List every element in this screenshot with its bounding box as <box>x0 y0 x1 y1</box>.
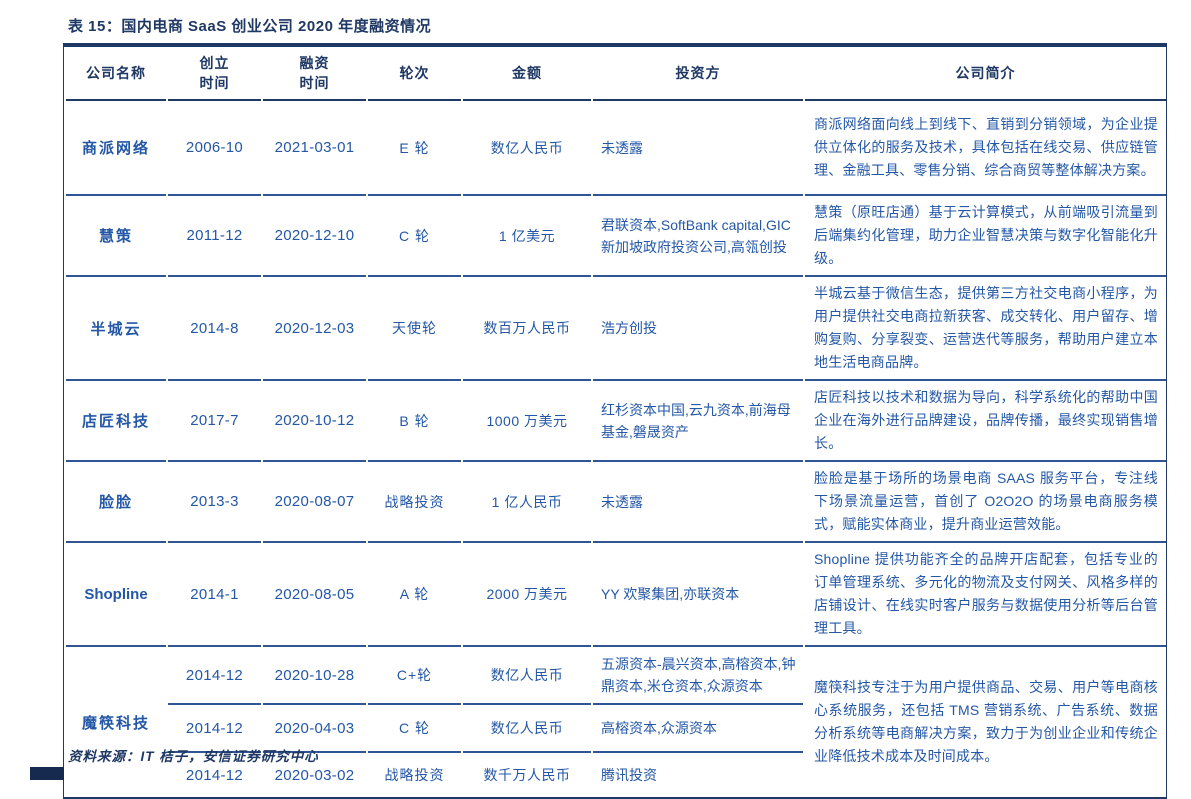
col-header-round: 轮次 <box>368 47 461 101</box>
table-row-lianlian: 脸脸 2013-3 2020-08-07 战略投资 1 亿人民币 未透露 脸脸是… <box>66 462 1166 543</box>
col-header-amount: 金额 <box>463 47 591 101</box>
company-profile: 店匠科技以技术和数据为导向，科学系统化的帮助中国企业在海外进行品牌建设，品牌传播… <box>805 381 1166 462</box>
table-frame: 公司名称 创立 时间 融资 时间 轮次 金额 投资方 公司简介 商派网络 2006-… <box>63 43 1167 799</box>
header-row: 公司名称 创立 时间 融资 时间 轮次 金额 投资方 公司简介 <box>66 47 1166 101</box>
amount: 2000 万美元 <box>463 543 591 647</box>
company-name: 店匠科技 <box>66 381 166 462</box>
financing-date: 2021-03-01 <box>263 101 366 196</box>
founded-date: 2014-12 <box>185 766 244 784</box>
financing-date: 2020-10-28 <box>263 647 366 705</box>
amount: 1000 万美元 <box>463 381 591 462</box>
company-profile: 慧策（原旺店通）基于云计算模式，从前端吸引流量到后端集约化管理，助力企业智慧决策… <box>805 196 1166 277</box>
financing-date: 2020-03-02 <box>274 766 355 784</box>
company-profile: Shopline 提供功能齐全的品牌开店配套，包括专业的订单管理系统、多元化的物… <box>805 543 1166 647</box>
round: E 轮 <box>368 101 461 196</box>
founded-date: 2006-10 <box>168 101 261 196</box>
round: C 轮 <box>368 196 461 277</box>
amount: 数亿人民币 <box>463 705 591 753</box>
financing-date: 2020-12-10 <box>263 196 366 277</box>
col-header-founded-date: 创立 时间 <box>168 47 261 101</box>
table-row-shopex: 商派网络 2006-10 2021-03-01 E 轮 数亿人民币 未透露 商派… <box>66 101 1166 196</box>
table-row-bancheng: 半城云 2014-8 2020-12-03 天使轮 数百万人民币 浩方创投 半城… <box>66 277 1166 381</box>
company-profile: 商派网络面向线上到线下、直销到分销领域，为企业提供立体化的服务及技术，具体包括在… <box>805 101 1166 196</box>
amount: 数百万人民币 <box>463 277 591 381</box>
round: 战略投资 <box>368 462 461 543</box>
investors: YY 欢聚集团,亦联资本 <box>593 543 803 647</box>
financing-date: 2020-08-05 <box>263 543 366 647</box>
table-row-huice: 慧策 2011-12 2020-12-10 C 轮 1 亿美元 君联资本,Sof… <box>66 196 1166 277</box>
company-name: Shopline <box>66 543 166 647</box>
amount: 数亿人民币 <box>463 647 591 705</box>
table-row-mokuai-3: 2014-12 2020-03-02 战略投资 数千万人民币 腾讯投资 <box>66 753 1166 797</box>
page-corner-bar <box>30 767 64 780</box>
investors: 君联资本,SoftBank capital,GIC 新加坡政府投资公司,高瓴创投 <box>593 196 803 277</box>
col-header-company-name: 公司名称 <box>66 47 166 101</box>
investors: 五源资本-晨兴资本,高榕资本,钟鼎资本,米仓资本,众源资本 <box>593 647 803 705</box>
table-row-shopline: Shopline 2014-1 2020-08-05 A 轮 2000 万美元 … <box>66 543 1166 647</box>
company-name: 慧策 <box>66 196 166 277</box>
investors: 浩方创投 <box>593 277 803 381</box>
round: A 轮 <box>368 543 461 647</box>
company-name: 商派网络 <box>66 101 166 196</box>
company-name: 半城云 <box>66 277 166 381</box>
round: B 轮 <box>368 381 461 462</box>
amount: 1 亿人民币 <box>463 462 591 543</box>
table-row-dianjiang: 店匠科技 2017-7 2020-10-12 B 轮 1000 万美元 红杉资本… <box>66 381 1166 462</box>
founded-date: 2013-3 <box>168 462 261 543</box>
investors: 未透露 <box>593 462 803 543</box>
company-profile: 魔筷科技专注于为用户提供商品、交易、用户等电商核心系统服务，还包括 TMS 营销… <box>814 679 1158 764</box>
amount: 1 亿美元 <box>463 196 591 277</box>
investors: 红杉资本中国,云九资本,前海母基金,磐晟资产 <box>593 381 803 462</box>
founded-date: 2014-1 <box>168 543 261 647</box>
financing-table: 公司名称 创立 时间 融资 时间 轮次 金额 投资方 公司简介 商派网络 2006-… <box>64 47 1168 797</box>
amount: 数千万人民币 <box>483 767 571 783</box>
investors: 高榕资本,众源资本 <box>593 705 803 753</box>
investors: 未透露 <box>593 101 803 196</box>
round: C 轮 <box>368 705 461 753</box>
table-row-mokuai-1: 魔筷科技 2014-12 2020-10-28 C+轮 数亿人民币 五源资本-晨… <box>66 647 1166 764</box>
col-header-profile: 公司简介 <box>805 47 1166 101</box>
round: 战略投资 <box>384 767 445 783</box>
source-note: 资料来源：IT 桔子，安信证券研究中心 <box>68 749 319 764</box>
financing-table-block: 表 15：国内电商 SaaS 创业公司 2020 年度融资情况 公司名称 创立时… <box>63 12 1167 799</box>
financing-date: 2020-04-03 <box>263 705 366 753</box>
round: C+轮 <box>368 647 461 705</box>
table-row-mokuai-2: 2014-12 2020-04-03 C 轮 数亿人民币 高榕资本,众源资本 <box>66 705 1166 753</box>
company-profile: 半城云基于微信生态，提供第三方社交电商小程序，为用户提供社交电商拉新获客、成交转… <box>805 277 1166 381</box>
col-header-investors: 投资方 <box>593 47 803 101</box>
founded-date: 2011-12 <box>168 196 261 277</box>
founded-date: 2014-8 <box>168 277 261 381</box>
round: 天使轮 <box>368 277 461 381</box>
company-profile: 脸脸是基于场所的场景电商 SAAS 服务平台，专注线下场景流量运营，首创了 O2… <box>805 462 1166 543</box>
founded-date: 2014-12 <box>168 647 261 705</box>
financing-date: 2020-08-07 <box>263 462 366 543</box>
col-header-financing-date: 融资 时间 <box>263 47 366 101</box>
financing-date: 2020-12-03 <box>263 277 366 381</box>
table-title: 表 15：国内电商 SaaS 创业公司 2020 年度融资情况 <box>68 18 432 35</box>
founded-date: 2014-12 <box>168 705 261 753</box>
company-name: 脸脸 <box>66 462 166 543</box>
amount: 数亿人民币 <box>463 101 591 196</box>
company-name: 魔筷科技 <box>81 714 150 732</box>
financing-date: 2020-10-12 <box>263 381 366 462</box>
investors: 腾讯投资 <box>601 767 657 783</box>
founded-date: 2017-7 <box>168 381 261 462</box>
